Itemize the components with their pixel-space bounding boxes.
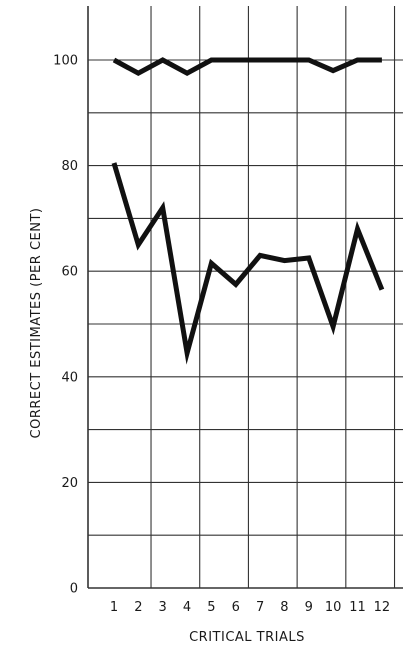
x-tick-label: 9	[305, 600, 313, 615]
x-tick-label: 8	[280, 600, 288, 615]
y-tick-label: 100	[53, 54, 78, 69]
y-tick-label: 60	[61, 265, 78, 280]
x-tick-label: 2	[134, 600, 142, 615]
y-tick-label: 20	[61, 476, 78, 491]
y-axis-label: CORRECT ESTIMATES (PER CENT)	[29, 208, 44, 439]
series-line-2	[111, 162, 385, 365]
x-tick-label: 7	[256, 600, 264, 615]
x-tick-label: 10	[325, 600, 342, 615]
x-axis-label: CRITICAL TRIALS	[189, 630, 305, 645]
x-tick-label: 11	[349, 600, 366, 615]
series-lines	[111, 57, 385, 365]
y-tick-label: 80	[61, 159, 78, 174]
x-tick-label: 3	[159, 600, 167, 615]
grid	[87, 6, 403, 589]
x-tick-label: 12	[374, 600, 391, 615]
series-line-1	[112, 57, 382, 77]
x-tick-label: 4	[183, 600, 191, 615]
y-tick-label: 40	[61, 370, 78, 385]
x-tick-label: 6	[232, 600, 240, 615]
x-tick-label: 5	[207, 600, 215, 615]
y-axis-ticks: 0 20 40 60 80 100	[53, 54, 78, 597]
x-axis-ticks: 1 2 3 4 5 6 7 8 9 10 11 12	[110, 600, 390, 615]
y-tick-label: 0	[70, 582, 78, 597]
x-tick-label: 1	[110, 600, 118, 615]
